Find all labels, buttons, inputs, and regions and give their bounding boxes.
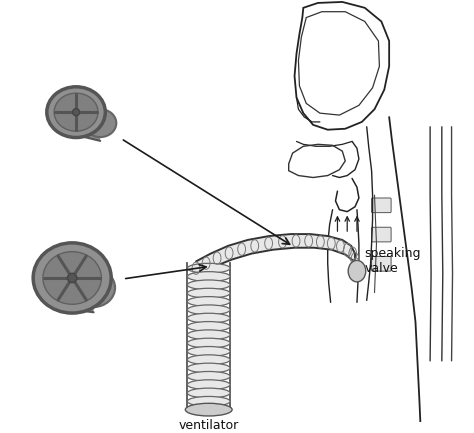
Polygon shape <box>72 246 94 312</box>
Ellipse shape <box>187 346 230 356</box>
Ellipse shape <box>348 260 366 282</box>
FancyBboxPatch shape <box>372 227 391 242</box>
Ellipse shape <box>187 388 230 398</box>
FancyBboxPatch shape <box>372 256 391 271</box>
Ellipse shape <box>187 280 230 290</box>
Circle shape <box>67 273 77 283</box>
Ellipse shape <box>187 405 230 414</box>
Text: speaking
valve: speaking valve <box>365 247 421 275</box>
Ellipse shape <box>187 271 230 281</box>
Ellipse shape <box>72 268 115 307</box>
Ellipse shape <box>187 363 230 373</box>
Ellipse shape <box>185 403 232 416</box>
Polygon shape <box>196 234 357 281</box>
Ellipse shape <box>187 288 230 298</box>
Ellipse shape <box>187 338 230 348</box>
Ellipse shape <box>187 355 230 365</box>
Ellipse shape <box>187 380 230 390</box>
Ellipse shape <box>47 87 105 138</box>
Ellipse shape <box>187 263 230 273</box>
Polygon shape <box>76 89 100 123</box>
Ellipse shape <box>54 93 98 131</box>
Polygon shape <box>72 246 94 288</box>
Ellipse shape <box>43 252 101 304</box>
FancyBboxPatch shape <box>372 198 391 213</box>
Text: ventilator: ventilator <box>179 420 239 433</box>
Ellipse shape <box>84 109 116 137</box>
Ellipse shape <box>187 397 230 406</box>
Ellipse shape <box>187 322 230 331</box>
Polygon shape <box>76 89 100 141</box>
Ellipse shape <box>187 372 230 381</box>
Ellipse shape <box>187 313 230 323</box>
Ellipse shape <box>187 297 230 307</box>
Ellipse shape <box>187 330 230 339</box>
Ellipse shape <box>187 305 230 315</box>
Ellipse shape <box>33 243 111 313</box>
Circle shape <box>73 109 80 116</box>
